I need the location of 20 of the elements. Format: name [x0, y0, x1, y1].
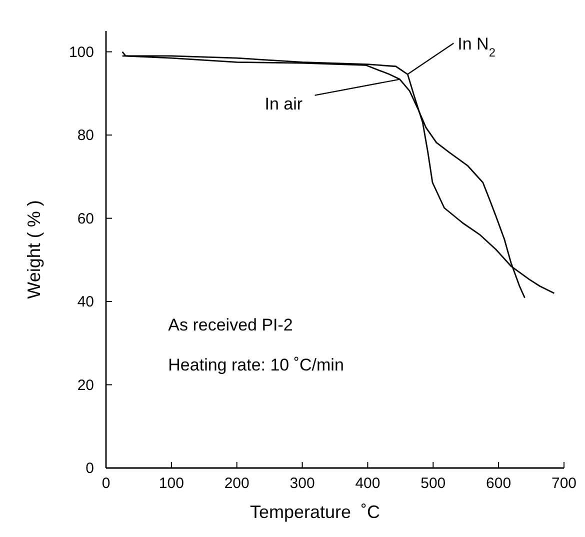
y-tick-label: 100 — [68, 44, 94, 61]
y-tick-label: 80 — [77, 127, 94, 144]
x-axis-title: Temperature ˚C — [250, 502, 380, 522]
annotation: Heating rate: 10 ˚C/min — [168, 356, 344, 375]
y-tick-label: 40 — [77, 294, 94, 311]
x-tick-label: 500 — [420, 475, 446, 492]
x-tick-label: 300 — [290, 475, 315, 492]
y-axis-title: Weight ( % ) — [24, 200, 44, 299]
x-tick-label: 100 — [158, 475, 184, 492]
annotation: In air — [264, 94, 303, 114]
y-tick-label: 0 — [86, 460, 94, 477]
x-tick-label: 600 — [486, 475, 512, 492]
x-tick-label: 200 — [224, 475, 250, 492]
annotation: In N$_{2}$ — [458, 34, 496, 60]
x-tick-label: 0 — [102, 475, 110, 492]
y-tick-label: 60 — [77, 210, 94, 228]
x-tick-label: 700 — [551, 475, 577, 492]
y-tick-label: 20 — [77, 376, 94, 394]
x-tick-label: 400 — [355, 475, 380, 492]
annotation: As received PI-2 — [168, 316, 293, 335]
